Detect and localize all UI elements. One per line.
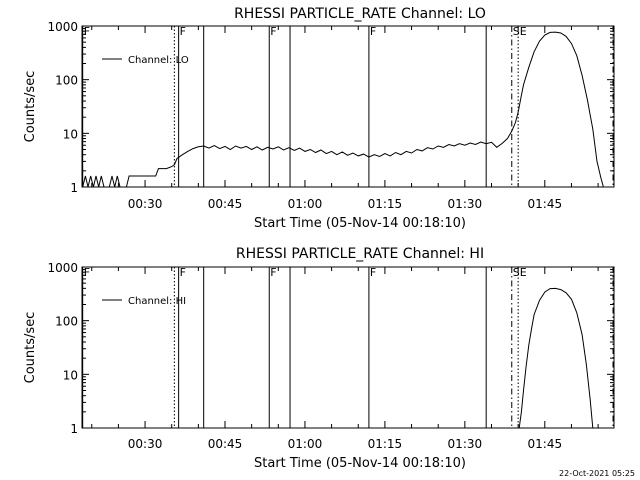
event-marker-label: F	[84, 266, 90, 279]
data-series-line	[518, 287, 594, 428]
plot-frame	[81, 266, 615, 429]
chart-title: RHESSI PARTICLE_RATE Channel: LO	[234, 6, 486, 22]
event-marker-label: F	[180, 266, 186, 279]
x-tick-label: 00:45	[208, 197, 243, 211]
x-tick-label: 01:30	[448, 437, 483, 451]
y-tick-label: 100	[55, 315, 78, 329]
y-tick-label: 10	[63, 127, 78, 141]
event-marker-label: F	[180, 25, 186, 38]
y-tick-label: 100	[55, 74, 78, 88]
x-tick-label: 00:30	[128, 437, 163, 451]
x-tick-label: 01:15	[368, 197, 403, 211]
legend-entry: Channel: HI	[128, 296, 186, 307]
x-tick-label: 01:00	[288, 197, 323, 211]
x-axis-label: Start Time (05-Nov-14 00:18:10)	[254, 456, 466, 471]
event-marker-label: SE	[513, 266, 527, 279]
chart-title: RHESSI PARTICLE_RATE Channel: HI	[236, 246, 484, 262]
y-tick-label: 1000	[47, 20, 78, 34]
y-axis-label: Counts/sec	[23, 71, 38, 143]
event-marker-label: F	[370, 25, 376, 38]
y-tick-label: 1	[70, 422, 78, 436]
y-axis-label: Counts/sec	[23, 312, 38, 384]
x-tick-label: 01:30	[448, 197, 483, 211]
event-marker-label: F	[270, 25, 276, 38]
x-axis-label: Start Time (05-Nov-14 00:18:10)	[254, 216, 466, 231]
x-tick-label: 01:15	[368, 437, 403, 451]
y-tick-label: 1	[70, 181, 78, 195]
x-tick-label: 01:45	[528, 437, 563, 451]
event-marker-label: F	[370, 266, 376, 279]
x-tick-label: 01:45	[528, 197, 563, 211]
plot-frame	[81, 25, 615, 188]
event-marker-label: SE	[513, 25, 527, 38]
y-tick-label: 1000	[47, 261, 78, 275]
generated-timestamp: 22-Oct-2021 05:25	[559, 469, 635, 478]
legend-entry: Channel: LO	[128, 55, 189, 66]
x-tick-label: 00:30	[128, 197, 163, 211]
x-tick-label: 01:00	[288, 437, 323, 451]
lo-channel-panel: RHESSI PARTICLE_RATE Channel: LO 1 10 100 10…	[23, 6, 615, 231]
hi-channel-panel: RHESSI PARTICLE_RATE Channel: HI 1 10 100 10…	[23, 246, 615, 471]
y-tick-label: 10	[63, 368, 78, 382]
data-series-line	[82, 31, 604, 187]
event-marker-label: F	[270, 266, 276, 279]
x-tick-label: 00:45	[208, 437, 243, 451]
event-marker-label: F	[84, 25, 90, 38]
